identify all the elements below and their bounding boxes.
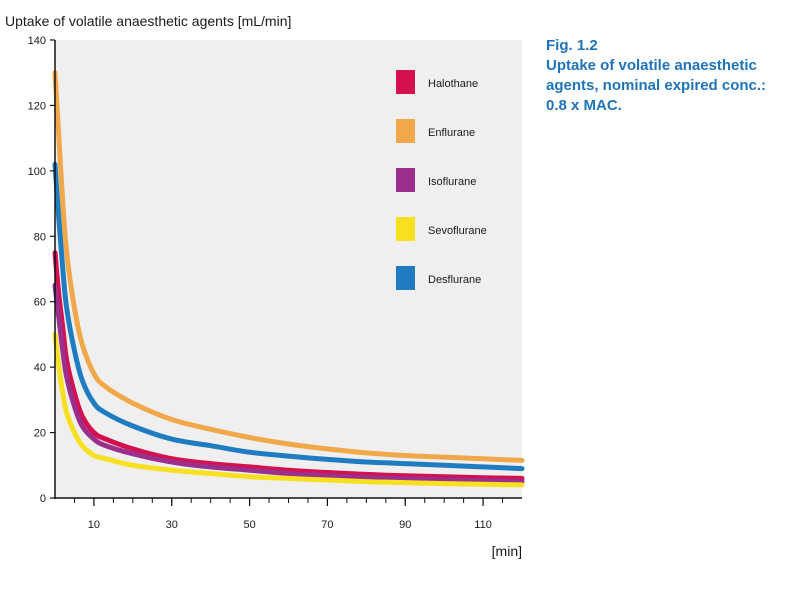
caption-line: agents, nominal expired conc.: <box>546 77 767 94</box>
series-line-isoflurane <box>52 282 525 485</box>
legend-label-sevoflurane: Sevoflurane <box>428 225 487 237</box>
x-tick-label: 70 <box>321 519 333 531</box>
plot-background <box>55 40 522 498</box>
series-line-sevoflurane <box>52 331 525 488</box>
y-tick-label: 140 <box>28 35 46 47</box>
legend-swatch-halothane <box>396 70 415 94</box>
y-tick-label: 80 <box>34 231 46 243</box>
y-tick-label: 60 <box>34 297 46 309</box>
caption-line: 0.8 x MAC. <box>546 97 622 114</box>
y-tick-label: 20 <box>34 428 46 440</box>
y-tick-label: 0 <box>40 493 46 505</box>
legend-label-desflurane: Desflurane <box>428 274 481 286</box>
y-axis-label: Uptake of volatile anaesthetic agents [m… <box>5 13 291 29</box>
y-tick-label: 120 <box>28 100 46 112</box>
legend-swatch-enflurane <box>396 119 415 143</box>
series-line-halothane <box>52 250 525 481</box>
legend-swatch-isoflurane <box>396 168 415 192</box>
x-tick-label: 30 <box>166 519 178 531</box>
figure-caption: Fig. 1.2 Uptake of volatile anaesthetic … <box>546 36 796 116</box>
x-tick-label: 10 <box>88 519 100 531</box>
legend-label-enflurane: Enflurane <box>428 127 475 139</box>
x-tick-label: 90 <box>399 519 411 531</box>
caption-line: Uptake of volatile anaesthetic <box>546 57 757 74</box>
series-line-enflurane <box>52 70 525 463</box>
series-line-desflurane <box>52 161 525 472</box>
legend-swatch-desflurane <box>396 266 415 290</box>
legend-label-isoflurane: Isoflurane <box>428 176 476 188</box>
x-axis-label: [min] <box>492 543 522 559</box>
x-tick-label: 110 <box>474 519 492 531</box>
x-tick-label: 50 <box>243 519 255 531</box>
legend-label-halothane: Halothane <box>428 78 478 90</box>
figure-number: Fig. 1.2 <box>546 37 598 54</box>
y-tick-label: 100 <box>28 166 46 178</box>
y-tick-label: 40 <box>34 362 46 374</box>
legend-swatch-sevoflurane <box>396 217 415 241</box>
